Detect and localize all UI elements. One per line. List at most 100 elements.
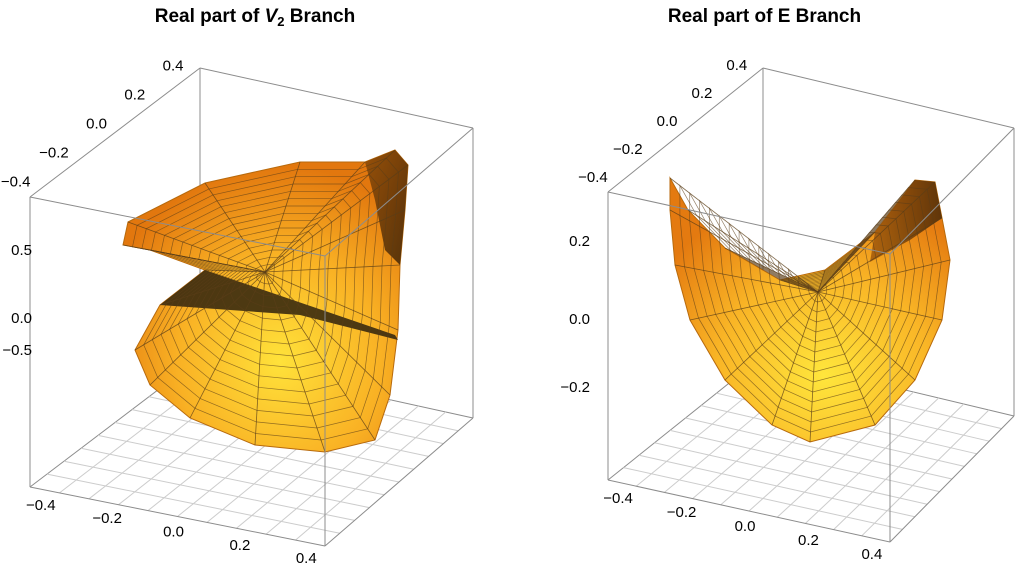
tick-label: −0.2 [667,504,697,521]
mesh-radial-line [159,271,266,306]
tick-label: −0.4 [603,490,633,507]
tick-label: 0.2 [692,85,713,102]
chart-e-branch: Real part of E Branch −0.4 −0.2 0.0 0.2 0.4 −… [510,0,1019,567]
mesh-ring-line [207,222,323,345]
mesh-ring-line [699,199,924,413]
tick-label: 0.2 [229,537,250,554]
title-text: Real part of [154,6,265,27]
mesh-radial-line [204,269,266,273]
tick-label: −0.2 [39,145,69,162]
mesh-radial-line [204,182,266,273]
mesh-radial-line [134,271,266,351]
tick-label: 0.4 [861,546,882,563]
tick-label: −0.5 [2,342,32,359]
mesh-ring-line [188,206,342,369]
mesh-radial-line [674,264,819,293]
box-edge [324,417,474,547]
title-suffix: Branch [284,6,356,27]
floor-grid-line [805,397,940,524]
tick-label: 0.0 [163,524,184,541]
title-variable: V [264,6,278,27]
mesh-radial-line [724,291,819,381]
mesh-radial-line [689,291,819,321]
mesh-radial-line [264,209,406,273]
mesh-ring-line [255,263,275,285]
mesh-ring-line [217,230,314,333]
mesh-radial-line [254,271,266,446]
tick-label: 0.0 [86,116,107,133]
box-edge [607,191,891,255]
box-edge [889,415,1015,543]
mesh-ring-line [160,182,371,405]
mesh-radial-line [669,177,819,293]
mesh-ring-line [245,255,285,297]
surface-shadow [365,150,408,265]
mesh-radial-line [264,264,401,273]
mesh-radial-line [264,161,366,273]
box-edge [29,196,326,257]
tick-label: 0.4 [296,550,317,567]
mesh-radial-line [817,291,943,321]
mesh-radial-line [264,161,301,273]
tick-label: 0.2 [124,86,145,103]
surface [122,149,409,453]
tick-label: −0.4 [1,174,31,191]
tick-label: −0.2 [560,379,590,396]
mesh-ring-line [768,252,863,343]
tick-label: −0.2 [92,510,122,527]
chart-v2-branch: Real part of V2 Branch −0.4 −0.2 0.0 0.2 0.4… [1,6,474,567]
mesh-radial-line [264,271,376,441]
box-edge [607,67,764,193]
surface-plot: −0.4 −0.2 0.0 0.2 0.4 −0.4 −0.2 0.0 0.2 0.4 −0.5 0.… [1,57,474,567]
tick-label: 0.0 [735,518,756,535]
axis-ticks: −0.4 −0.2 0.0 0.2 0.4 −0.4 −0.2 0.0 0.2 0.4 −0.2 0.… [560,57,882,563]
box-edge [29,486,326,547]
mesh-radial-line [817,291,916,381]
surface [669,176,951,443]
tick-label: 0.0 [569,311,590,328]
mesh-radial-line [817,259,951,293]
mesh-ring-line [132,157,399,441]
mesh-ring-line [728,222,898,383]
tick-label: 0.4 [163,57,184,74]
floor-grid-line [833,403,965,530]
mesh-radial-line [817,269,826,293]
floor-grid-line [861,409,990,537]
mesh-ring-line [738,229,889,373]
box-edge [29,67,201,198]
mesh-ring-line [689,191,933,423]
mesh-ring-line [709,207,916,403]
mesh-radial-line [264,271,326,453]
mesh-radial-line [809,291,819,443]
floor-grid-line [776,391,914,518]
mesh-radial-line [264,271,399,331]
floor-grid-line [265,405,419,535]
title-subscript: 2 [277,14,285,29]
tick-label: 0.0 [11,310,32,327]
mesh-ring-line [797,275,836,313]
mesh-ring-line [748,237,880,363]
mesh-radial-line [264,164,409,273]
box-front-edges [607,127,1015,543]
mesh-radial-line [149,271,266,386]
mesh-radial-line [264,149,396,273]
mesh-ring-line [807,283,828,303]
tick-label: 0.2 [798,532,819,549]
mesh-radial-line [817,217,943,293]
mesh-ring-line [226,239,304,321]
mesh-ring-line [150,173,380,417]
mesh-ring-line [141,165,390,429]
chart-title: Real part of E Branch [510,6,1019,28]
floor-grid-line [295,411,447,541]
surface-fold [160,270,398,340]
tick-label: −0.4 [26,497,56,514]
mesh-radial-line [127,221,266,273]
mesh-radial-line [771,291,819,426]
box-edge [607,479,891,543]
box-edge [324,127,474,257]
mesh-ring-line [788,267,845,323]
mesh-radial-line [264,271,391,396]
tick-label: 0.4 [726,57,747,74]
mesh-ring-line [718,214,907,393]
mesh-ring-line [198,214,333,357]
